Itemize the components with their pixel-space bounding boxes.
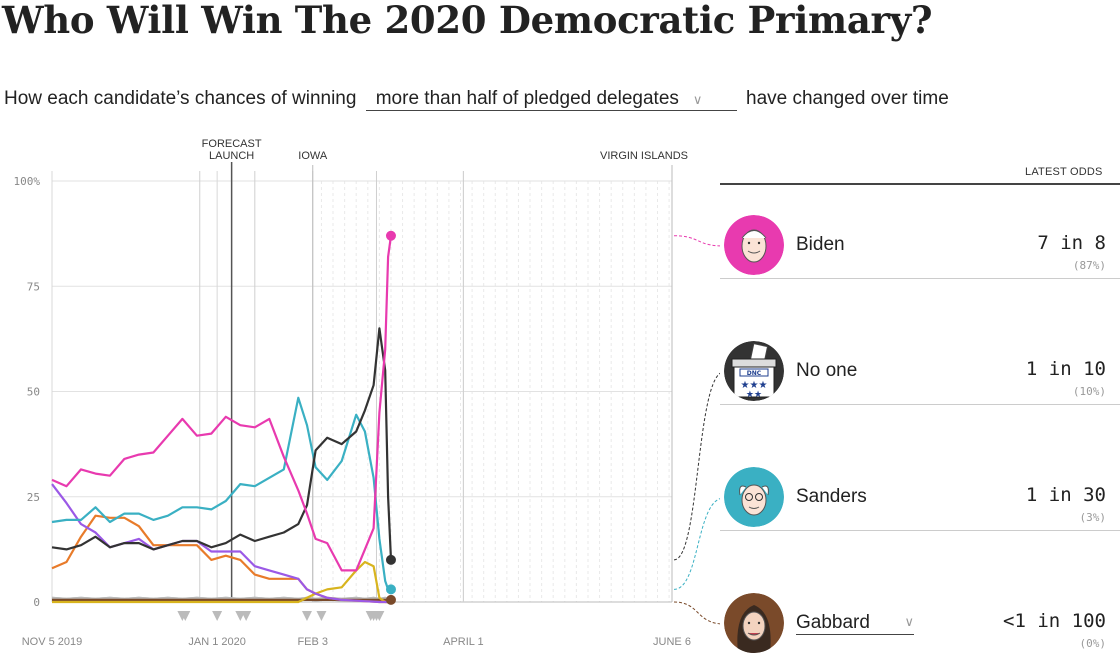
subtitle-before: How each candidate’s chances of winning [4, 88, 357, 109]
odds-row-sanders: Sanders 1 in 30 (3%) [720, 467, 1120, 531]
odds-row-gabbard[interactable]: Gabbard ∨ <1 in 100 (0%) [720, 593, 1120, 655]
row-divider [720, 278, 1120, 279]
label-connector-line [673, 235, 720, 247]
y-tick-label: 0 [33, 596, 40, 609]
dropout-marker-icon [374, 611, 385, 621]
odds-value: 1 in 10 [1025, 358, 1106, 380]
outcome-dropdown[interactable]: more than half of pledged delegates ∨ [365, 88, 737, 111]
x-tick-label: APRIL 1 [443, 636, 484, 648]
gabbard-avatar [724, 593, 784, 653]
x-tick-label: FEB 3 [297, 636, 328, 648]
y-tick-label: 25 [27, 491, 40, 504]
event-label: LAUNCH [209, 150, 254, 162]
candidate-select[interactable]: Gabbard ∨ [796, 612, 914, 635]
chevron-down-icon: ∨ [904, 614, 914, 629]
event-label: VIRGIN ISLANDS [600, 150, 688, 162]
y-tick-label: 100% [14, 175, 41, 188]
odds-chart: 0 25 50 75 100% NOV 5 2019 JAN 1 2020 FEB 3 APRI… [14, 138, 720, 648]
odds-percent: (10%) [1072, 385, 1106, 398]
series-line-sanders [51, 396, 391, 591]
latest-odds-rule [720, 183, 1120, 185]
candidate-name: No one [796, 360, 858, 381]
series-end-dot-no-one [385, 554, 396, 565]
odds-value: <1 in 100 [1003, 610, 1106, 632]
odds-percent: (0%) [1079, 637, 1107, 650]
row-divider [720, 404, 1120, 405]
candidate-name: Sanders [796, 486, 867, 507]
sanders-avatar [724, 467, 784, 527]
dropout-marker-icon [316, 611, 327, 621]
latest-odds-header: LATEST ODDS [1025, 166, 1103, 178]
ballot-box-icon: DNC ★★★ ★★ [724, 341, 784, 401]
label-connector-line [673, 498, 720, 590]
page-title: Who Will Win The 2020 Democratic Primary… [2, 0, 933, 42]
other-candidate-line [51, 596, 392, 600]
series-end-dot-gabbard [385, 594, 396, 605]
svg-text:★★★: ★★★ [741, 380, 768, 391]
series-end-dot-biden [385, 230, 396, 241]
odds-percent: (3%) [1079, 511, 1107, 524]
dropout-marker-icon [212, 611, 223, 621]
series-line-no-one [51, 327, 393, 560]
y-tick-label: 50 [27, 386, 40, 399]
event-label: FORECAST [202, 138, 262, 150]
svg-text:DNC: DNC [747, 370, 762, 377]
y-tick-label: 75 [27, 280, 40, 293]
odds-percent: (87%) [1072, 259, 1106, 272]
row-divider [720, 530, 1120, 531]
biden-avatar [724, 215, 784, 275]
series-end-dot-sanders [385, 584, 396, 595]
dropout-marker-icon [241, 611, 252, 621]
series-line-bloomberg [52, 560, 391, 604]
odds-row-no-one: DNC ★★★ ★★ No one 1 in 10 (10%) [720, 341, 1120, 405]
odds-row-biden: Biden 7 in 8 (87%) [720, 215, 1120, 279]
dropout-marker-icon [180, 611, 191, 621]
series-line-warren [51, 514, 391, 604]
chevron-down-icon: ∨ [692, 92, 703, 107]
dropout-marker-icon [301, 611, 312, 621]
event-label: IOWA [298, 150, 328, 162]
subtitle-after: have changed over time [746, 88, 949, 109]
subtitle: How each candidate’s chances of winning … [4, 88, 949, 111]
series-line-biden [51, 235, 393, 572]
candidate-name: Biden [796, 234, 845, 255]
odds-value: 1 in 30 [1025, 484, 1106, 506]
candidate-name: Gabbard [796, 612, 870, 633]
label-connector-line [673, 601, 720, 625]
label-connector-line [673, 373, 720, 561]
x-tick-label: NOV 5 2019 [22, 636, 83, 648]
odds-value: 7 in 8 [1037, 232, 1106, 254]
x-tick-label: JUNE 6 [653, 636, 691, 648]
outcome-dropdown-value: more than half of pledged delegates [375, 88, 679, 109]
svg-text:★★: ★★ [746, 390, 762, 400]
x-tick-label: JAN 1 2020 [188, 636, 245, 648]
